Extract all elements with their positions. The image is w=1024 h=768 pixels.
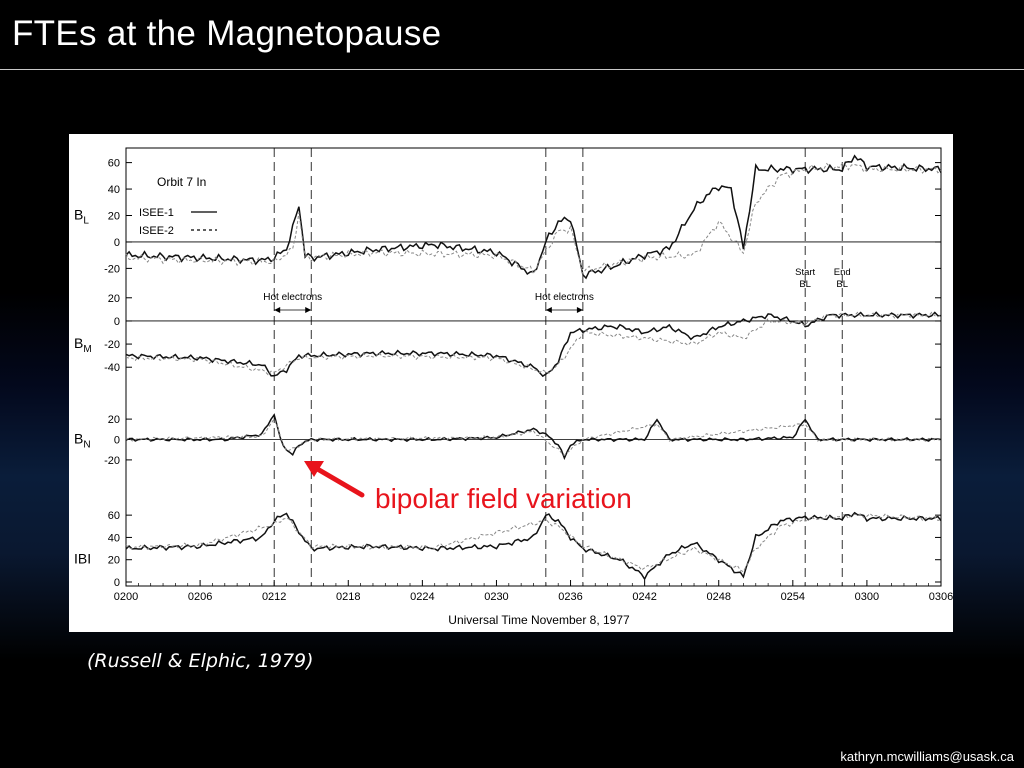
series-isee2-line bbox=[125, 311, 942, 376]
x-axis-label: Universal Time November 8, 1977 bbox=[448, 613, 630, 627]
y-tick-label: 60 bbox=[108, 158, 120, 170]
panel-label: BN bbox=[74, 431, 91, 451]
y-tick-label: 40 bbox=[108, 184, 120, 196]
series-isee1-line bbox=[125, 511, 942, 581]
panel-label: BM bbox=[74, 335, 92, 355]
legend-label: ISEE-2 bbox=[139, 225, 174, 237]
annotation-text: bipolar field variation bbox=[375, 483, 632, 514]
x-tick-label: 0254 bbox=[781, 591, 805, 603]
y-tick-label: 20 bbox=[108, 211, 120, 223]
panel-label: IBI bbox=[74, 551, 91, 567]
panel-label-subscript: M bbox=[83, 344, 91, 355]
series-isee2-line bbox=[125, 513, 942, 573]
annotation-arrow bbox=[304, 461, 365, 498]
x-tick-label: 0300 bbox=[855, 591, 879, 603]
y-tick-label: 40 bbox=[108, 532, 120, 544]
title-divider bbox=[0, 69, 1024, 70]
orbit-label: Orbit 7 In bbox=[157, 175, 206, 189]
y-tick-label: -20 bbox=[104, 263, 120, 275]
series-isee1-line bbox=[125, 154, 942, 280]
magnetometer-chart: 0200 0206 0212 0218 0224 0230 0236 0242 0248 0254… bbox=[74, 147, 953, 627]
series-isee1-line bbox=[125, 413, 942, 461]
arrowhead-left bbox=[545, 307, 552, 313]
y-tick-label: 20 bbox=[108, 293, 120, 305]
y-tick-label: -20 bbox=[104, 339, 120, 351]
series-isee1-line bbox=[125, 311, 942, 378]
arrowhead-right bbox=[576, 307, 583, 313]
x-tick-label: 0306 bbox=[929, 591, 953, 603]
arrowhead-right bbox=[305, 307, 312, 313]
boundary-label: BL bbox=[799, 279, 811, 290]
boundary-label: Start bbox=[795, 267, 815, 278]
y-tick-label: 0 bbox=[114, 316, 120, 328]
x-tick-label: 0242 bbox=[632, 591, 656, 603]
y-tick-label: -20 bbox=[104, 455, 120, 467]
x-tick-label: 0248 bbox=[706, 591, 730, 603]
y-tick-label: -40 bbox=[104, 362, 120, 374]
y-tick-label: 20 bbox=[108, 555, 120, 567]
hot-electrons-label: Hot electrons bbox=[263, 292, 322, 303]
y-tick-label: 0 bbox=[114, 237, 120, 249]
legend-label: ISEE-1 bbox=[139, 207, 174, 219]
arrowhead-left bbox=[274, 307, 281, 313]
series-isee2-line bbox=[125, 162, 942, 276]
magnetometer-figure: 0200 0206 0212 0218 0224 0230 0236 0242 0248 0254… bbox=[69, 134, 953, 632]
x-tick-label: 0224 bbox=[410, 591, 434, 603]
slide-title: FTEs at the Magnetopause bbox=[12, 14, 442, 53]
y-tick-label: 0 bbox=[114, 435, 120, 447]
boundary-label: BL bbox=[836, 279, 848, 290]
author-email: kathryn.mcwilliams@usask.ca bbox=[840, 749, 1014, 764]
x-tick-label: 0212 bbox=[262, 591, 286, 603]
x-tick-label: 0236 bbox=[558, 591, 582, 603]
y-tick-label: 60 bbox=[108, 510, 120, 522]
hot-electrons-label: Hot electrons bbox=[535, 292, 594, 303]
boundary-label: End bbox=[834, 267, 851, 278]
y-tick-label: 0 bbox=[114, 577, 120, 589]
y-tick-label: 20 bbox=[108, 414, 120, 426]
series-isee2-line bbox=[125, 417, 942, 457]
x-tick-label: 0206 bbox=[188, 591, 212, 603]
x-tick-label: 0230 bbox=[484, 591, 508, 603]
citation: (Russell & Elphic, 1979) bbox=[87, 650, 314, 672]
panel-label-subscript: N bbox=[83, 440, 90, 451]
x-tick-label: 0218 bbox=[336, 591, 360, 603]
panel-label-subscript: L bbox=[83, 216, 89, 227]
x-tick-label: 0200 bbox=[114, 591, 138, 603]
panel-label: BL bbox=[74, 207, 89, 227]
